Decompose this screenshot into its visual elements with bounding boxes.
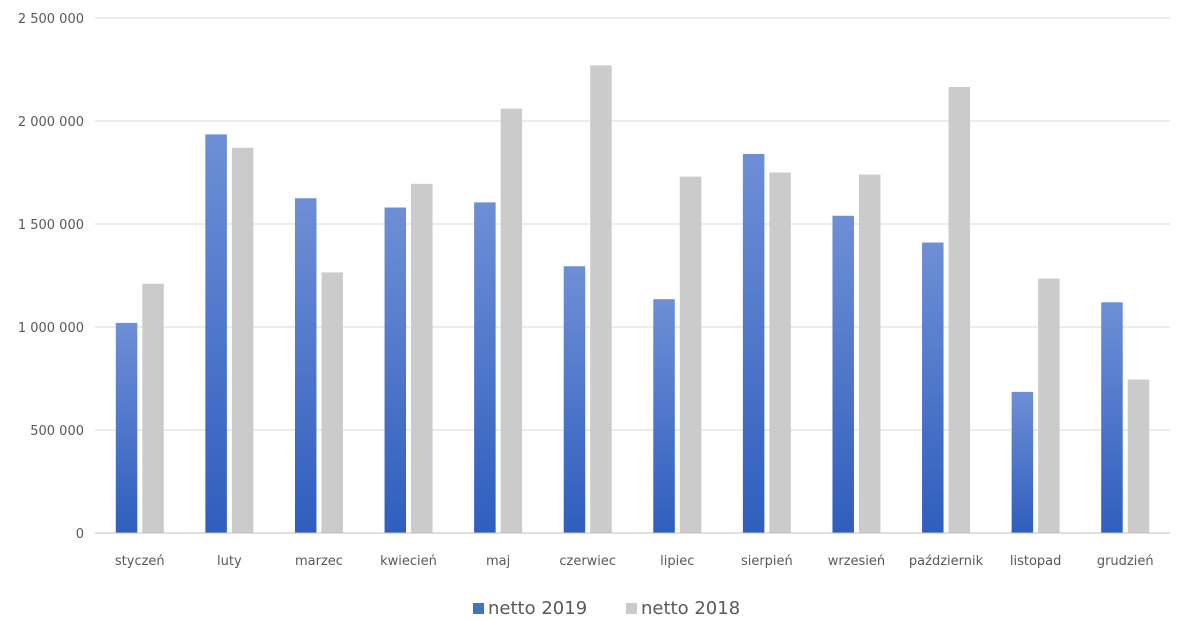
gridlines (95, 17, 1170, 431)
x-category-label: czerwiec (559, 554, 616, 569)
bar-netto-2019 (474, 202, 496, 533)
bar-netto-2019 (653, 299, 675, 533)
x-axis-category-labels: styczeń luty marzec kwiecień maj czerwiec lipi… (115, 554, 1154, 569)
x-category-label: kwiecień (380, 554, 437, 569)
bar-netto-2018 (500, 108, 523, 533)
bar-netto-2018 (321, 272, 343, 533)
bar-netto-2018 (590, 65, 612, 533)
y-tick-label: 500 000 (30, 424, 84, 439)
bar-netto-2019 (922, 242, 944, 534)
bar-netto-2019 (205, 134, 227, 533)
legend-netto-2019-swatch (473, 603, 484, 614)
bar-netto-2019 (563, 266, 586, 533)
bar-netto-2019 (742, 153, 765, 533)
bar-netto-2018 (948, 87, 971, 533)
bar-netto-2018 (411, 183, 433, 533)
bar-netto-2018 (679, 176, 702, 533)
legend-netto-2018-swatch (626, 603, 637, 614)
x-category-label: październik (909, 554, 984, 569)
legend-netto-2018-label: netto 2018 (641, 598, 740, 619)
y-tick-label: 1 500 000 (18, 218, 84, 233)
x-category-label: wrzesień (828, 554, 885, 569)
x-category-label: sierpień (741, 554, 793, 569)
bar-netto-2019 (294, 198, 317, 533)
x-category-label: grudzień (1097, 554, 1154, 569)
bar-netto-2019 (1011, 391, 1034, 533)
bar-netto-2019 (115, 322, 138, 533)
x-category-label: lipiec (660, 554, 694, 569)
bar-netto-2019 (384, 207, 407, 533)
bar-netto-2019 (832, 215, 854, 533)
bar-netto-2018 (769, 172, 791, 533)
bar-series (115, 65, 1150, 534)
x-category-label: marzec (295, 554, 343, 569)
x-category-label: luty (217, 554, 242, 569)
y-tick-label: 2 000 000 (18, 115, 84, 130)
bar-netto-2018 (1127, 379, 1150, 533)
bar-netto-2019 (1101, 302, 1123, 533)
x-category-label: styczeń (115, 554, 165, 569)
legend: netto 2019 netto 2018 (473, 598, 740, 619)
y-axis-tick-labels: 0 500 000 1 000 000 1 500 000 2 000 000 2 500… (18, 12, 84, 542)
bar-netto-2018 (1038, 278, 1060, 533)
y-tick-label: 2 500 000 (18, 12, 84, 27)
y-tick-label: 0 (76, 527, 84, 542)
bar-netto-2018 (142, 283, 164, 533)
x-category-label: maj (486, 554, 510, 569)
x-category-label: listopad (1010, 554, 1062, 569)
bar-netto-2018 (231, 147, 254, 533)
bar-netto-2018 (858, 174, 881, 533)
y-tick-label: 1 000 000 (18, 321, 84, 336)
legend-netto-2019-label: netto 2019 (488, 598, 587, 619)
